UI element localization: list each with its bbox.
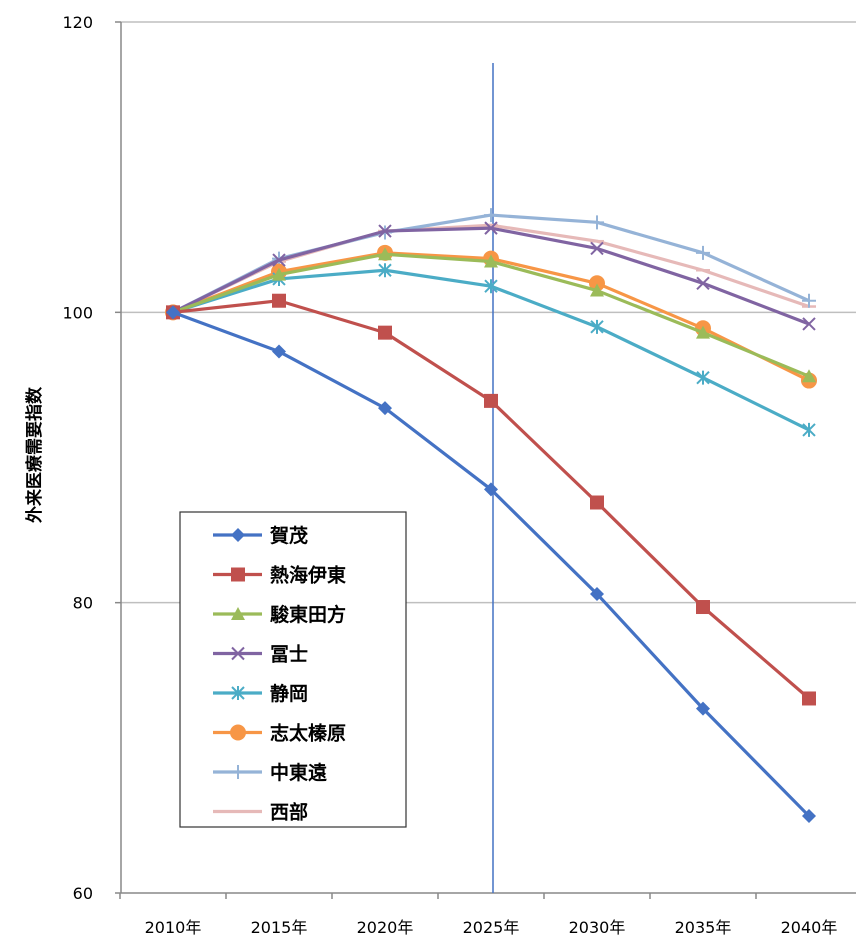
legend-item: 冨士: [213, 644, 308, 666]
data-point: [484, 208, 498, 223]
legend-label: 志太榛原: [270, 722, 346, 745]
x-tick-label: 2035年: [675, 918, 732, 937]
legend-label: 西部: [270, 801, 308, 824]
y-tick-label: 60: [73, 884, 93, 903]
legend-label: 駿東田方: [270, 603, 346, 626]
data-point: [696, 600, 710, 615]
data-point: [231, 607, 245, 620]
x-tick-label: 2015年: [251, 918, 308, 937]
data-point: [696, 245, 710, 260]
legend-label: 熱海伊東: [270, 564, 346, 587]
legend-item: 志太榛原: [213, 722, 346, 745]
data-point: [378, 263, 392, 278]
axes: [120, 22, 856, 894]
data-point: [590, 495, 604, 510]
data-point: [484, 254, 498, 268]
data-point: [272, 253, 286, 267]
data-point: [590, 241, 604, 256]
series-line: [172, 251, 810, 382]
data-point: [802, 809, 816, 824]
data-point: [230, 724, 246, 741]
data-point: [590, 215, 604, 230]
data-point: [231, 646, 245, 661]
data-point: [590, 319, 604, 334]
data-point: [378, 401, 392, 416]
data-point: [802, 317, 816, 331]
data-point: [696, 701, 710, 716]
data-point: [484, 279, 498, 294]
y-tick-labels: 60 80 100 120: [62, 13, 93, 903]
data-point: [378, 325, 392, 340]
legend-item: 駿東田方: [213, 603, 346, 626]
series-賀茂: [166, 305, 816, 824]
x-tick-label: 2010年: [145, 918, 202, 937]
data-point: [484, 482, 498, 497]
legend-label: 賀茂: [269, 524, 308, 547]
data-point: [484, 221, 498, 235]
legend-label: 冨士: [270, 644, 308, 666]
data-point: [378, 224, 392, 238]
data-point: [696, 370, 710, 385]
data-point: [802, 293, 816, 308]
series-line: [172, 223, 810, 314]
data-point: [231, 528, 245, 542]
data-point: [231, 765, 245, 779]
legend-box: [179, 511, 407, 828]
legend-label: 静岡: [270, 682, 308, 705]
data-point: [272, 293, 286, 308]
data-point: [272, 344, 286, 359]
series-駿東田方: [166, 247, 816, 383]
legend-item: 熱海伊東: [213, 564, 346, 587]
x-tick-label: 2030年: [569, 918, 626, 937]
series-layer: [165, 208, 817, 824]
data-point: [589, 275, 605, 292]
legend-item: 中東遠: [213, 761, 327, 784]
legend-label: 中東遠: [270, 761, 327, 784]
y-axis-label: 外来医療需要指数: [24, 386, 45, 523]
y-tick-label: 80: [73, 594, 93, 613]
x-tick-label: 2025年: [463, 918, 520, 937]
data-point: [231, 686, 245, 700]
legend-item: 賀茂: [213, 524, 308, 547]
data-point: [272, 267, 286, 281]
data-point: [378, 247, 392, 261]
x-tick-labels: 2010年 2015年 2020年 2025年 2030年 2035年 2040年: [119, 893, 838, 937]
data-point: [802, 691, 816, 706]
data-point: [231, 567, 245, 582]
data-point: [590, 283, 604, 297]
data-point: [696, 325, 710, 339]
y-tick-label: 120: [62, 13, 93, 32]
data-point: [696, 276, 710, 291]
data-point: [802, 422, 816, 437]
data-point: [802, 369, 816, 383]
x-tick-label: 2020年: [357, 918, 414, 937]
legend-item: 静岡: [213, 682, 308, 705]
data-point: [484, 393, 498, 408]
data-point: [590, 586, 604, 601]
x-tick-label: 2040年: [781, 918, 838, 937]
legend-item: 西部: [213, 801, 308, 824]
series-熱海伊東: [166, 293, 816, 706]
y-tick-label: 100: [62, 303, 93, 322]
data-point: [166, 305, 180, 320]
